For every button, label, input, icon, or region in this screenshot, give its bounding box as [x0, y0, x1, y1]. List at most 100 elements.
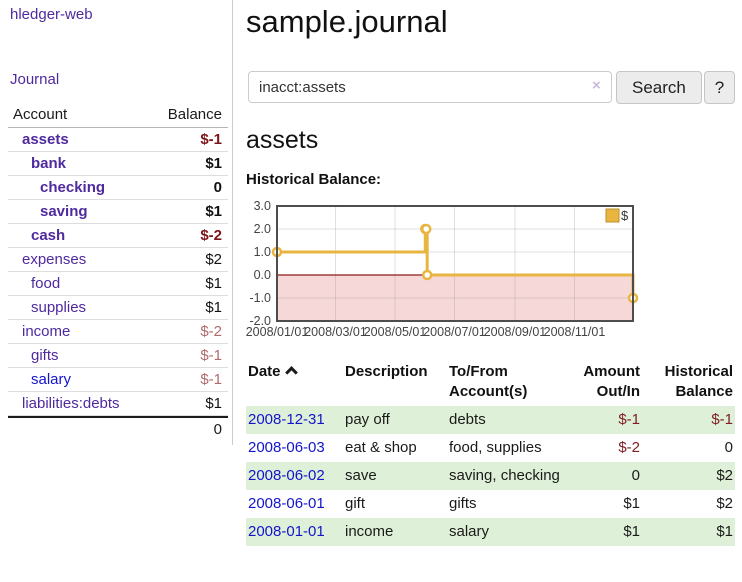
accounts-table: Account Balance assets $-1 bank $1 checking 0…	[8, 102, 228, 441]
account-row-salary: salary $-1	[8, 368, 228, 392]
clear-search-icon[interactable]: ×	[592, 78, 601, 93]
cell-description: save	[343, 462, 447, 490]
column-header-accounts: To/From Account(s)	[447, 360, 567, 406]
cell-balance: $2	[642, 490, 735, 518]
transaction-date-link[interactable]: 2008-06-01	[248, 495, 325, 512]
sort-ascending-icon	[285, 366, 298, 379]
cell-accounts: food, supplies	[447, 434, 567, 462]
account-link[interactable]: liabilities:debts	[8, 395, 120, 412]
y-tick-label: 0.0	[254, 268, 271, 282]
column-header-description: Description	[343, 360, 447, 406]
cell-amount: 0	[567, 462, 642, 490]
search-button[interactable]: Search	[616, 71, 702, 104]
cell-amount: $-1	[567, 406, 642, 434]
account-balance: $-1	[200, 131, 228, 148]
account-link[interactable]: assets	[8, 131, 69, 148]
legend-swatch	[606, 209, 619, 222]
chart-svg: 3.02.01.00.0-1.0-2.02008/01/012008/03/01…	[242, 200, 702, 350]
account-row-checking: checking 0	[8, 176, 228, 200]
search-input[interactable]	[248, 71, 612, 103]
register-header-row: Date Description To/From Account(s) Amou…	[246, 360, 735, 406]
cell-description: income	[343, 518, 447, 546]
account-balance: $-1	[200, 347, 228, 364]
account-link[interactable]: food	[8, 275, 60, 292]
legend-label: $	[621, 208, 629, 223]
cell-accounts: gifts	[447, 490, 567, 518]
account-row-cash: cash $-2	[8, 224, 228, 248]
account-link[interactable]: income	[8, 323, 70, 340]
account-balance: $-2	[200, 323, 228, 340]
transaction-date-link[interactable]: 2008-06-02	[248, 467, 325, 484]
account-link[interactable]: bank	[8, 155, 66, 172]
account-link[interactable]: supplies	[8, 299, 86, 316]
account-balance: 0	[214, 179, 228, 196]
x-tick-label: 2008/03/01	[304, 325, 367, 339]
x-tick-label: 2008/01/01	[246, 325, 309, 339]
account-balance: $2	[205, 251, 228, 268]
accounts-header-account: Account	[13, 106, 67, 123]
account-row-saving: saving $1	[8, 200, 228, 224]
cell-balance: $2	[642, 462, 735, 490]
account-row-income: income $-2	[8, 320, 228, 344]
y-tick-label: 3.0	[254, 200, 271, 213]
x-tick-label: 2008/07/01	[423, 325, 486, 339]
account-link[interactable]: expenses	[8, 251, 86, 268]
account-link[interactable]: cash	[8, 227, 65, 244]
data-point-marker	[422, 225, 430, 233]
account-balance: $-1	[200, 371, 228, 388]
account-row-bank: bank $1	[8, 152, 228, 176]
sidebar: hledger-web Journal Account Balance asse…	[0, 0, 233, 445]
help-button[interactable]: ?	[704, 71, 735, 104]
cell-description: gift	[343, 490, 447, 518]
cell-balance: $1	[642, 518, 735, 546]
cell-accounts: saving, checking	[447, 462, 567, 490]
cell-balance: 0	[642, 434, 735, 462]
cell-date: 2008-12-31	[246, 406, 343, 434]
column-header-date[interactable]: Date	[246, 360, 343, 406]
account-row-assets: assets $-1	[8, 128, 228, 152]
account-link[interactable]: gifts	[8, 347, 59, 364]
register-table: Date Description To/From Account(s) Amou…	[246, 360, 735, 546]
chart-title: Historical Balance:	[246, 171, 381, 188]
historical-balance-chart: 3.02.01.00.0-1.0-2.02008/01/012008/03/01…	[242, 200, 702, 350]
account-balance: $-2	[200, 227, 228, 244]
account-link[interactable]: checking	[8, 179, 105, 196]
account-balance: $1	[205, 155, 228, 172]
accounts-header-balance: Balance	[168, 106, 222, 123]
y-tick-label: 1.0	[254, 245, 271, 259]
cell-balance: $-1	[642, 406, 735, 434]
cell-amount: $1	[567, 490, 642, 518]
cell-accounts: salary	[447, 518, 567, 546]
account-link[interactable]: salary	[8, 371, 71, 388]
transaction-row: 2008-01-01incomesalary$1$1	[246, 518, 735, 546]
transaction-row: 2008-06-03eat & shopfood, supplies$-20	[246, 434, 735, 462]
account-balance: $1	[205, 299, 228, 316]
cell-accounts: debts	[447, 406, 567, 434]
app-title-link[interactable]: hledger-web	[10, 6, 93, 23]
sidebar-item-journal[interactable]: Journal	[10, 71, 59, 88]
account-section-title: assets	[246, 126, 318, 155]
date-header-label: Date	[248, 363, 281, 380]
transaction-row: 2008-12-31pay offdebts$-1$-1	[246, 406, 735, 434]
x-tick-label: 2008/05/01	[364, 325, 427, 339]
account-row-gifts: gifts $-1	[8, 344, 228, 368]
transaction-date-link[interactable]: 2008-06-03	[248, 439, 325, 456]
x-tick-label: 2008/11/01	[544, 325, 606, 339]
cell-amount: $1	[567, 518, 642, 546]
account-row-supplies: supplies $1	[8, 296, 228, 320]
transaction-date-link[interactable]: 2008-12-31	[248, 411, 325, 428]
account-balance: $1	[205, 203, 228, 220]
account-balance: $1	[205, 395, 228, 412]
account-row-liabilities-debts: liabilities:debts $1	[8, 392, 228, 416]
accounts-table-header: Account Balance	[8, 102, 228, 128]
account-row-expenses: expenses $2	[8, 248, 228, 272]
accounts-total-value: 0	[214, 421, 222, 438]
column-header-balance: Historical Balance	[642, 360, 735, 406]
cell-date: 2008-06-02	[246, 462, 343, 490]
x-tick-label: 2008/09/01	[484, 325, 547, 339]
transaction-date-link[interactable]: 2008-01-01	[248, 523, 325, 540]
transaction-row: 2008-06-01 giftgifts$1$2	[246, 490, 735, 518]
account-link[interactable]: saving	[8, 203, 88, 220]
cell-amount: $-2	[567, 434, 642, 462]
transaction-row: 2008-06-02 savesaving, checking0$2	[246, 462, 735, 490]
